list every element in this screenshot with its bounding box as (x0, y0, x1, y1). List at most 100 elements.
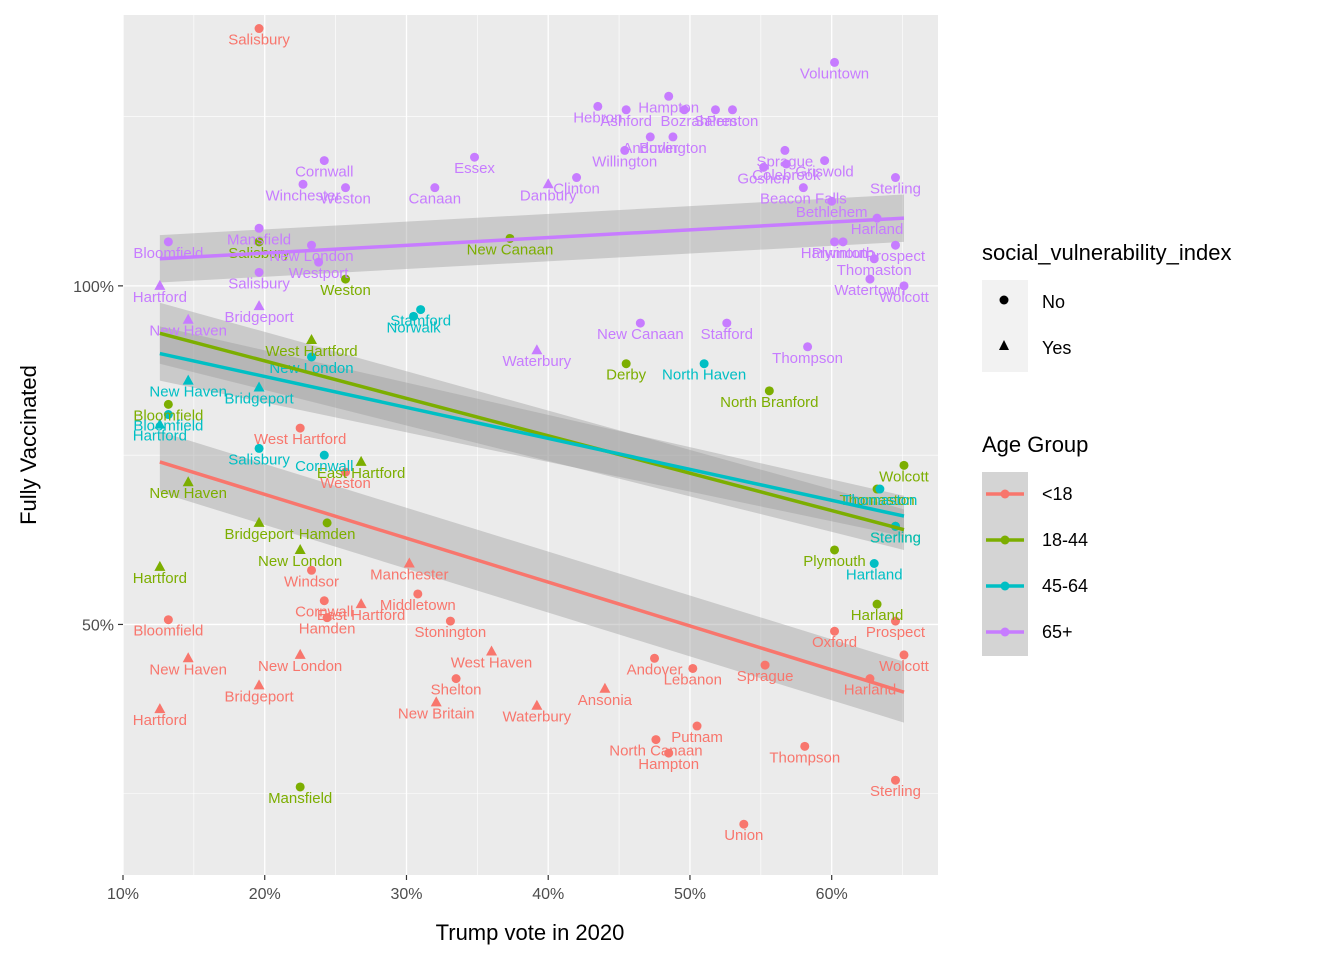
data-point-triangle (182, 476, 194, 487)
point-label: Hartford (133, 712, 187, 729)
point-label: Plymouth (803, 553, 866, 570)
point-label: Sterling (870, 529, 921, 546)
data-point-circle (830, 57, 840, 67)
point-label: Thomaston (842, 492, 917, 509)
point-label: Andover (627, 661, 683, 678)
shape-legend: social_vulnerability_index No Yes (982, 240, 1231, 372)
point-label: Goshen (737, 170, 790, 187)
data-point-circle (295, 782, 305, 792)
point-label: Sterling (870, 181, 921, 198)
point-label: Hamden (299, 621, 356, 638)
point-label: Hebron (573, 109, 622, 126)
data-point-circle (899, 460, 909, 470)
data-point-circle (319, 596, 329, 606)
point-label: Bloomfield (133, 407, 203, 424)
data-point-circle (664, 748, 674, 758)
trend-line (159, 331, 905, 532)
point-label: New London (258, 553, 342, 570)
data-point-circle (307, 240, 317, 250)
data-point-triangle (355, 598, 367, 609)
point-label: Hampton (638, 756, 699, 773)
point-label: Bridgeport (224, 526, 294, 543)
data-point-triangle (154, 418, 166, 429)
data-point-circle (830, 237, 840, 247)
point-label: Wolcott (879, 468, 930, 485)
point-label: Hartford (133, 289, 187, 306)
data-point-circle (872, 599, 882, 609)
data-point-triangle (294, 543, 306, 554)
point-label: Harland (851, 607, 904, 624)
point-label: Bridgeport (224, 688, 294, 705)
confidence-band (159, 302, 904, 550)
point-label: Stonington (415, 624, 487, 641)
data-point-circle (899, 650, 909, 660)
data-point-triangle (542, 178, 554, 189)
point-label: Harwinton (801, 245, 869, 262)
point-label: Winchester (265, 187, 340, 204)
point-label: New Haven (149, 661, 227, 678)
point-label: Waterbury (503, 353, 572, 370)
point-label: Hartland (846, 567, 903, 584)
point-label: Prospect (866, 248, 926, 265)
data-point-triangle (182, 374, 194, 385)
trend-line (159, 460, 905, 694)
data-point-circle (865, 274, 875, 284)
point-label: New Haven (149, 323, 227, 340)
data-points (154, 24, 909, 829)
data-point-circle (451, 674, 461, 684)
point-label: New London (258, 658, 342, 675)
data-point-circle (298, 179, 308, 189)
color-legend-label-lt18: <18 (1042, 484, 1073, 504)
point-label: Bridgeport (224, 309, 294, 326)
point-label: Preston (707, 113, 759, 130)
data-point-circle (679, 105, 689, 115)
shape-legend-key-no (999, 295, 1009, 305)
point-label: Weston (320, 282, 371, 299)
point-label: West Hartford (265, 343, 357, 360)
data-point-circle (314, 257, 324, 267)
data-point-triangle (182, 652, 194, 663)
data-point-circle (722, 318, 732, 328)
point-label: Andover (622, 140, 678, 157)
axes: 10% 20% 30% 40% 50% 60% 50% 100% (73, 279, 848, 903)
data-point-triangle (531, 344, 543, 355)
data-point-triangle (253, 381, 265, 392)
point-label: Sprague (757, 153, 814, 170)
data-point-circle (759, 162, 769, 172)
point-label: Sprague (737, 668, 794, 685)
point-label: New Haven (149, 485, 227, 502)
data-point-triangle (253, 679, 265, 690)
point-label: Beacon Falls (760, 191, 847, 208)
data-point-circle (163, 399, 173, 409)
x-tick-label: 60% (816, 886, 848, 903)
y-axis-title: Fully Vaccinated (16, 365, 41, 525)
data-point-circle (890, 240, 900, 250)
x-tick-label: 20% (249, 886, 281, 903)
data-point-circle (760, 660, 770, 670)
data-point-circle (890, 775, 900, 785)
data-point-triangle (253, 300, 265, 311)
point-label: Wolcott (879, 658, 930, 675)
data-point-circle (890, 173, 900, 183)
color-legend-key-point (1000, 489, 1010, 499)
data-point-circle (651, 735, 661, 745)
point-label: Thompson (772, 350, 843, 367)
data-point-circle (875, 484, 885, 494)
point-label: Hartford (133, 570, 187, 587)
point-label: Lebanon (664, 671, 722, 688)
data-point-circle (593, 101, 603, 111)
point-label: New Britain (398, 705, 475, 722)
point-label: Cornwall (295, 458, 353, 475)
point-label: Bethlehem (796, 204, 868, 221)
data-point-circle (430, 183, 440, 193)
color-legend-title: Age Group (982, 432, 1088, 457)
data-point-circle (890, 616, 900, 626)
data-point-circle (254, 223, 264, 233)
point-label: Essex (454, 160, 495, 177)
point-label: Bloomfield (133, 623, 203, 640)
data-point-circle (645, 132, 655, 142)
data-point-circle (409, 311, 419, 321)
data-point-circle (820, 156, 830, 166)
data-point-circle (620, 145, 630, 155)
point-label: Mansfield (268, 790, 332, 807)
